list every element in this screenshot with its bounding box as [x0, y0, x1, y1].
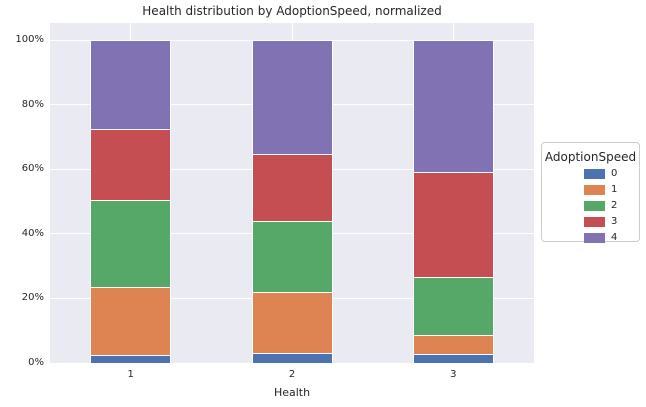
chart-title: Health distribution by AdoptionSpeed, no…: [142, 4, 442, 18]
legend-entry-label: 0: [611, 168, 618, 179]
legend-entry: 1: [542, 182, 639, 198]
bar-segment-adoptionspeed-4: [251, 40, 333, 155]
bar-segment-adoptionspeed-2: [412, 276, 494, 335]
legend-entry: 0: [542, 166, 639, 182]
y-tick-label: 60%: [21, 163, 44, 175]
y-tick-label: 0%: [28, 357, 44, 368]
y-tick-label: 40%: [21, 227, 44, 239]
bar-segment-adoptionspeed-1: [412, 334, 494, 355]
legend-entry: 3: [542, 214, 639, 230]
bar-segment-adoptionspeed-3: [90, 129, 172, 200]
bar-segment-adoptionspeed-2: [90, 199, 172, 288]
bar-segment-adoptionspeed-2: [251, 220, 333, 292]
x-tick-label: 2: [288, 369, 296, 380]
legend-swatch-icon: [584, 233, 605, 243]
bar-segment-adoptionspeed-1: [251, 291, 333, 353]
legend-entry: 4: [542, 230, 639, 246]
stacked-bar-health-1: [90, 40, 172, 363]
y-tick-label: 100%: [15, 34, 44, 45]
x-tick-label: 1: [127, 369, 134, 380]
legend-entry: 2: [542, 198, 639, 214]
legend-title: AdoptionSpeed: [544, 150, 637, 164]
legend-swatch-icon: [584, 201, 605, 211]
legend-swatch-icon: [584, 185, 605, 195]
legend-entry-label: 2: [611, 200, 618, 211]
stacked-bar-health-2: [251, 40, 333, 363]
legend-swatch-icon: [584, 169, 605, 179]
legend-swatch-icon: [584, 217, 605, 227]
y-tick-label: 20%: [21, 292, 44, 304]
bar-segment-adoptionspeed-4: [412, 40, 494, 173]
stacked-bar-health-3: [412, 40, 494, 363]
legend-entry-label: 1: [611, 184, 618, 195]
legend-entries: 0 1 2 3 4: [542, 166, 639, 246]
y-gridline: [50, 362, 534, 364]
legend-entry-label: 4: [611, 232, 618, 243]
legend-entry-label: 3: [611, 216, 618, 227]
bar-segment-adoptionspeed-4: [90, 40, 172, 130]
bar-segment-adoptionspeed-1: [90, 287, 172, 355]
x-tick-label: 3: [450, 369, 457, 380]
x-axis-label: Health: [273, 386, 311, 399]
bar-segment-adoptionspeed-3: [251, 154, 333, 221]
legend: AdoptionSpeed 0 1 2 3 4: [541, 142, 640, 243]
bar-segment-adoptionspeed-0: [90, 354, 172, 363]
bar-segment-adoptionspeed-0: [412, 354, 494, 363]
y-tick-label: 80%: [21, 98, 44, 110]
bar-segment-adoptionspeed-0: [251, 352, 333, 363]
plot-area: [50, 23, 534, 364]
bar-segment-adoptionspeed-3: [412, 172, 494, 277]
